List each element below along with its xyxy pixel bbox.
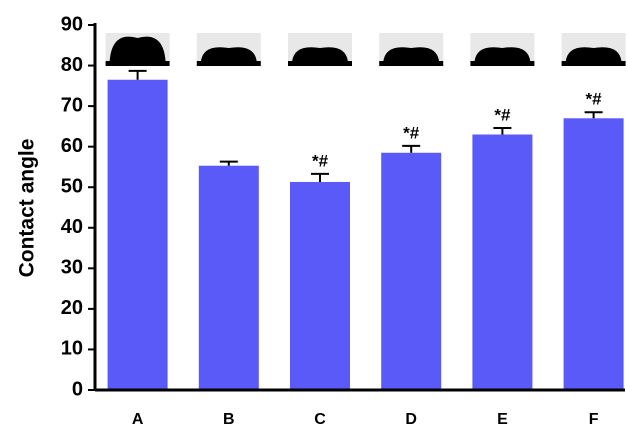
annotation: *# <box>494 105 511 124</box>
bar <box>472 134 533 390</box>
y-tick-label: 20 <box>61 297 83 319</box>
y-tick-label: 30 <box>61 257 83 279</box>
x-tick-label: D <box>405 411 417 428</box>
y-tick-label: 50 <box>61 176 83 198</box>
y-tick-label: 70 <box>61 94 83 116</box>
y-tick-label: 10 <box>61 338 83 360</box>
bar <box>198 165 259 390</box>
bar <box>107 79 168 390</box>
y-tick-label: 40 <box>61 216 83 238</box>
droplet-base <box>379 61 444 66</box>
annotation: *# <box>312 151 329 170</box>
x-tick-label: E <box>497 411 508 428</box>
droplet <box>109 36 166 62</box>
x-tick-label: C <box>314 411 326 428</box>
droplet <box>474 47 531 62</box>
y-tick-label: 80 <box>61 54 83 76</box>
droplet <box>383 47 440 62</box>
droplet <box>565 47 622 62</box>
x-tick-label: B <box>223 411 235 428</box>
bar <box>563 118 624 391</box>
droplet-base <box>288 61 352 66</box>
droplet-base <box>561 61 626 66</box>
bar <box>381 152 442 390</box>
x-tick-label: A <box>132 411 144 428</box>
annotation: *# <box>586 90 603 109</box>
y-tick-label: 0 <box>72 378 83 400</box>
droplet-base <box>470 61 535 66</box>
droplet-base <box>105 61 170 66</box>
droplet <box>292 47 348 62</box>
y-tick-label: 90 <box>61 13 83 35</box>
x-tick-label: F <box>589 411 599 428</box>
y-tick-label: 60 <box>61 135 83 157</box>
bar <box>290 181 350 390</box>
y-axis-label: Contact angle <box>16 139 39 278</box>
droplet-base <box>196 61 261 66</box>
droplet <box>200 47 257 62</box>
annotation: *# <box>403 123 420 142</box>
